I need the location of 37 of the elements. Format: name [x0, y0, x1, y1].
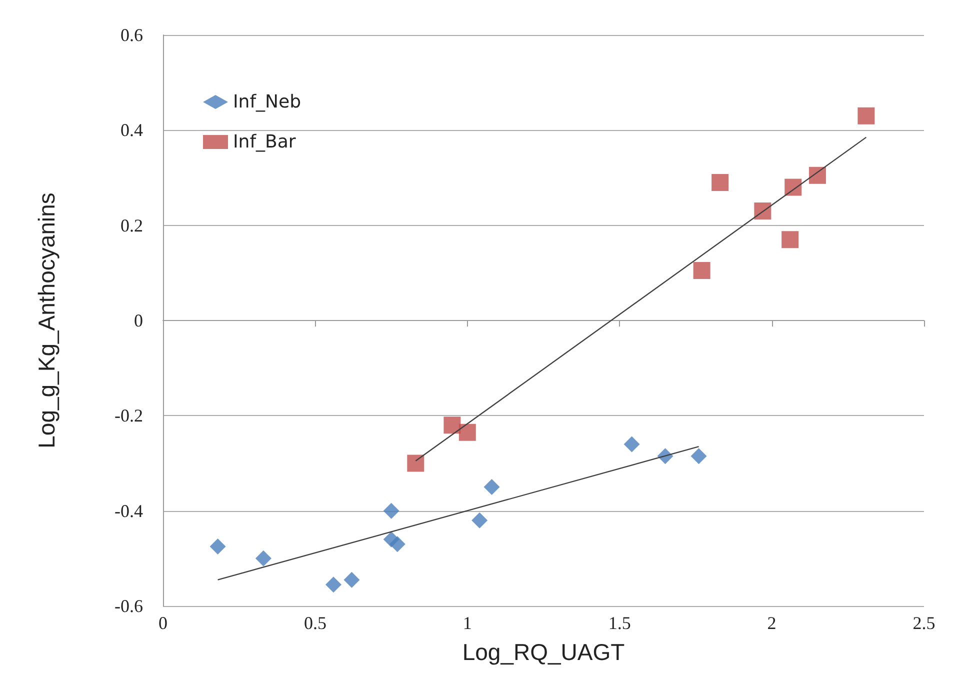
y-tick-label: 0.4: [120, 120, 143, 140]
y-tick-label: 0.2: [120, 215, 143, 236]
point: [458, 424, 476, 441]
point: [693, 262, 710, 280]
legend-label: Inf_Bar: [233, 132, 296, 152]
y-tick-label: 0: [134, 310, 143, 330]
x-tick-label: 0: [158, 613, 168, 633]
y-tick-label: 0.6: [120, 25, 143, 45]
y-tick-label: -0.4: [114, 500, 143, 521]
point: [712, 174, 729, 192]
point: [389, 536, 406, 552]
point: [444, 416, 461, 434]
point: [858, 107, 875, 124]
x-tick-label: 2.5: [912, 613, 936, 633]
point: [782, 231, 799, 248]
point: [407, 454, 424, 472]
x-axis-title: Log_RQ_UAGT: [462, 638, 625, 665]
point: [325, 576, 342, 593]
point: [484, 479, 500, 496]
x-tick-label: 1: [462, 613, 472, 633]
point: [784, 178, 802, 196]
y-axis-title: Log_g_Kg_Anthocyanins: [34, 192, 60, 448]
point: [383, 502, 400, 519]
x-tick-label: 2: [767, 613, 776, 633]
legend-label: Inf_Neb: [233, 92, 302, 112]
point: [690, 448, 707, 464]
y-tick-label: -0.2: [114, 406, 143, 426]
x-tick-label: 0.5: [304, 613, 326, 633]
point: [344, 572, 360, 588]
point: [255, 550, 272, 566]
point: [754, 202, 772, 220]
point: [808, 166, 826, 184]
point: [472, 512, 488, 528]
x-tick-label: 1.5: [608, 613, 631, 633]
y-tick-label: -0.6: [114, 596, 143, 616]
point: [210, 538, 226, 555]
point: [624, 436, 640, 452]
